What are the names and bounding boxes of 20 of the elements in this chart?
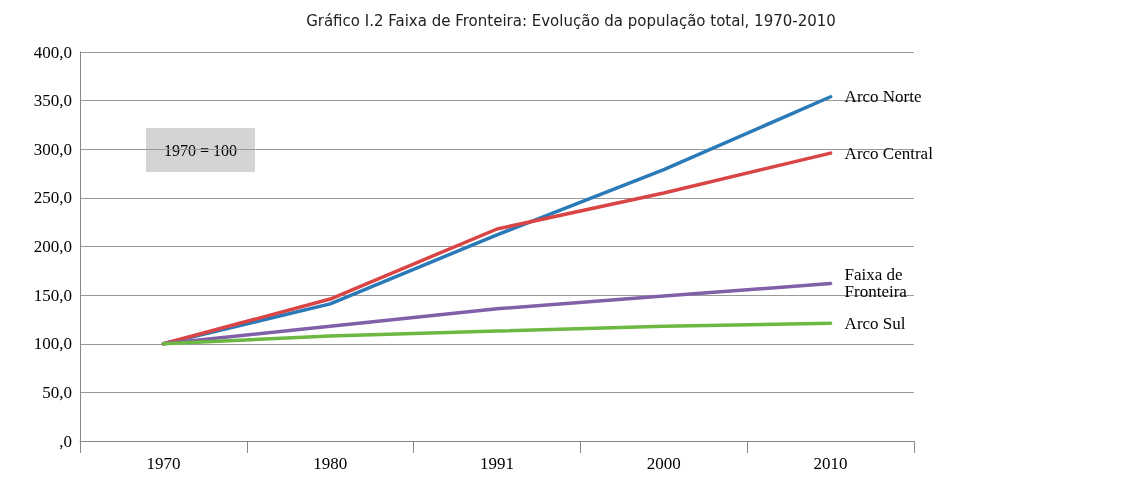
y-tick-label: 400,0: [33, 42, 72, 62]
x-tick-label: 1991: [480, 454, 514, 473]
y-tick-label: 300,0: [33, 139, 72, 159]
series-label: Arco Sul: [844, 313, 906, 333]
y-tick-label: ,0: [59, 431, 72, 451]
y-tick-label: 250,0: [33, 188, 72, 208]
line-series: [161, 321, 833, 346]
series-label: Arco Norte: [844, 87, 922, 107]
x-tick-label: 1970: [146, 454, 181, 473]
series-label: Faixa de Fronteira: [844, 265, 908, 302]
x-tick-label: 2000: [646, 454, 681, 473]
y-tick-label: 150,0: [33, 285, 72, 305]
y-tick-label: 100,0: [33, 334, 72, 354]
series-label: Arco Central: [844, 143, 934, 163]
y-tick-label: 350,0: [33, 91, 72, 111]
chart-title: Gráfico I.2 Faixa de Fronteira: Evolução da população total, 1970-2010: [306, 11, 836, 30]
y-tick-label: 200,0: [33, 237, 72, 256]
x-tick-label: 1980: [313, 454, 348, 473]
x-tick-label: 2010: [813, 454, 848, 473]
y-tick-label: 50,0: [42, 382, 72, 402]
